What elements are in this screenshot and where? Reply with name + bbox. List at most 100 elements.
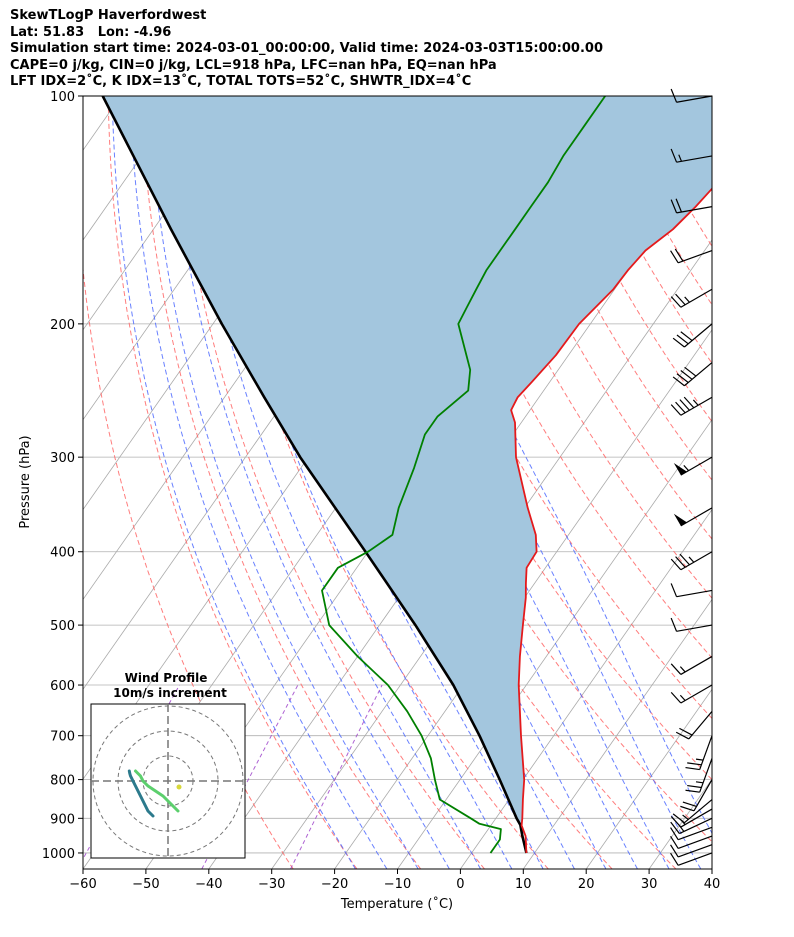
profile-layer — [101, 96, 712, 854]
wind-barb-flag — [672, 337, 685, 348]
wind-barb-staff — [679, 817, 713, 835]
x-tick-label: −60 — [69, 877, 96, 892]
isotherm-line — [83, 96, 185, 241]
wind-barb-flag — [675, 731, 690, 740]
wind-barb-staff — [676, 624, 713, 632]
hodograph-subtitle: 10m/s increment — [113, 686, 227, 700]
wind-barb-flag — [685, 789, 700, 793]
wind-barb-flag — [679, 727, 693, 736]
wind-barb — [670, 844, 713, 858]
wind-barb-flag — [674, 248, 684, 262]
cape-shading — [102, 96, 712, 825]
wind-barb — [672, 362, 713, 387]
wind-barb-staff — [677, 826, 713, 841]
wind-barb-flag — [670, 404, 682, 416]
wind-barb-staff — [676, 206, 713, 214]
y-tick-label: 400 — [50, 546, 75, 561]
wind-barb-flag — [672, 376, 685, 387]
y-tick-label: 200 — [50, 318, 75, 333]
indices-line-2: LFT IDX=2˚C, K IDX=13˚C, TOTAL TOTS=52˚C… — [10, 74, 472, 90]
axes: −60 −50 −40 −30 −20 −10 0 10 20 30 40 1000 900 800 700… — [42, 90, 720, 892]
moist-adiabat-line — [277, 96, 607, 869]
moist-adiabat-line — [327, 96, 670, 869]
wind-barb-flag — [675, 401, 686, 414]
wind-barb — [670, 684, 713, 704]
x-tick-label: 40 — [704, 877, 721, 892]
wind-barb-flag — [676, 334, 689, 345]
wind-barb-flag — [684, 366, 697, 377]
x-tick-label: 0 — [456, 877, 464, 892]
wind-barb — [670, 617, 713, 632]
isotherm-line — [585, 688, 712, 869]
wind-barb-pennant — [673, 513, 687, 526]
wind-barb-staff — [699, 758, 713, 793]
wind-barb-flag — [670, 692, 682, 704]
wind-barb-staff — [677, 844, 713, 858]
wind-barb-flag — [685, 766, 700, 771]
dry-adiabat-line — [498, 96, 712, 481]
wind-barb-staff — [680, 551, 713, 571]
x-axis-label: Temperature (˚C) — [340, 896, 453, 912]
dry-adiabat-line — [83, 263, 294, 869]
isotherm-line — [334, 329, 712, 869]
dry-adiabat-line — [727, 96, 794, 869]
wind-barb — [670, 396, 713, 416]
wind-barb-staff — [677, 249, 713, 264]
dry-adiabat-line — [303, 96, 712, 843]
hodograph-trace-upper — [127, 769, 155, 818]
moist-adiabat-line — [302, 96, 638, 869]
wind-barb — [670, 655, 713, 675]
wind-barb-flag — [670, 821, 680, 834]
moist-adiabat-line — [111, 96, 356, 869]
isotherm-line — [271, 239, 712, 869]
wind-barb-flag — [676, 373, 689, 383]
wind-barb-flag — [670, 663, 682, 675]
wind-barb-staff — [676, 95, 713, 103]
y-tick-label: 100 — [50, 90, 75, 105]
wind-barb-pennant — [673, 463, 687, 476]
wind-barb-flag — [670, 148, 678, 163]
wind-barb-staff — [684, 323, 713, 348]
wind-barb — [675, 710, 713, 740]
wind-barb — [670, 551, 713, 571]
wind-barb-half-flag — [695, 758, 704, 761]
wind-barb-flag — [683, 396, 695, 409]
isotherm-line — [460, 508, 712, 869]
hodograph-trace-lower — [134, 769, 180, 813]
wind-barb-flag — [670, 199, 678, 214]
x-tick-label: 20 — [578, 877, 595, 892]
wind-barb — [673, 507, 713, 527]
dry-adiabat-line — [107, 96, 358, 869]
location-line: Lat: 51.83 Lon: -4.96 — [10, 24, 172, 40]
wind-barb-flag — [680, 331, 693, 342]
wind-barb — [672, 323, 713, 348]
wind-barb-half-flag — [682, 814, 689, 820]
wind-barb-flag — [675, 198, 683, 213]
wind-barb — [672, 799, 713, 824]
chart-title: SkewTLogP Haverfordwest — [10, 8, 207, 23]
moist-adiabat-line — [187, 96, 482, 869]
wind-barb — [670, 852, 713, 866]
wind-barb-staff — [693, 779, 713, 812]
wind-barb-staff — [680, 684, 713, 704]
wind-barb-flag — [680, 370, 693, 380]
wind-barb — [685, 758, 713, 793]
wind-barb — [670, 288, 713, 308]
temperature-profile-line — [510, 187, 712, 854]
dry-adiabat-line — [172, 96, 485, 869]
y-axis-label: Pressure (hPa) — [18, 435, 33, 528]
parcel-profile-line — [101, 96, 528, 854]
moist-adiabat-line — [148, 96, 419, 869]
wind-barb-half-flag — [679, 666, 686, 673]
wind-barb-flag — [670, 835, 679, 849]
wind-barb-flag — [687, 784, 702, 789]
hodograph-plot — [91, 704, 245, 858]
wind-barb-half-flag — [695, 781, 704, 784]
dry-adiabat-line — [694, 96, 712, 130]
wind-barb-staff — [677, 835, 713, 849]
wind-barb-flag — [682, 801, 697, 808]
moist-adiabat-line — [208, 96, 513, 869]
isotherm-line — [775, 96, 794, 869]
y-tick-label: 700 — [50, 730, 75, 745]
